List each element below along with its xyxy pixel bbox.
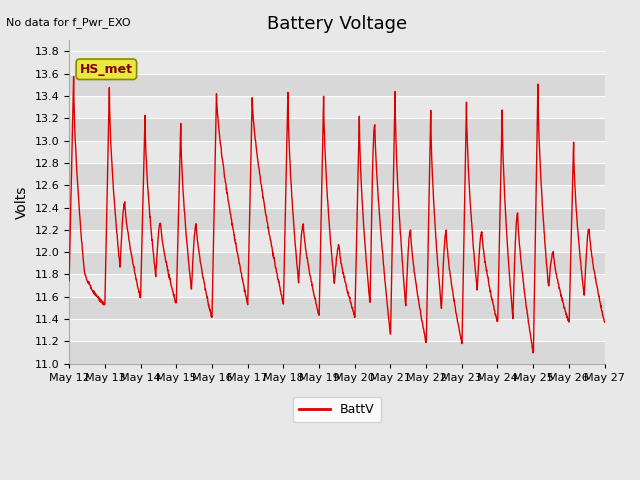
Title: Battery Voltage: Battery Voltage — [267, 15, 407, 33]
Bar — [69, 341, 605, 364]
Y-axis label: Volts: Volts — [15, 185, 29, 218]
Bar — [69, 118, 605, 141]
Bar — [69, 141, 605, 163]
Bar — [69, 275, 605, 297]
Bar — [69, 96, 605, 118]
Bar — [69, 51, 605, 73]
Bar — [69, 163, 605, 185]
Bar — [69, 207, 605, 230]
Bar — [69, 185, 605, 207]
Bar — [69, 73, 605, 96]
Bar — [69, 297, 605, 319]
Text: No data for f_Pwr_EXO: No data for f_Pwr_EXO — [6, 17, 131, 28]
Bar — [69, 230, 605, 252]
Legend: BattV: BattV — [292, 396, 381, 422]
Text: HS_met: HS_met — [80, 63, 133, 76]
Bar — [69, 319, 605, 341]
Bar — [69, 252, 605, 275]
